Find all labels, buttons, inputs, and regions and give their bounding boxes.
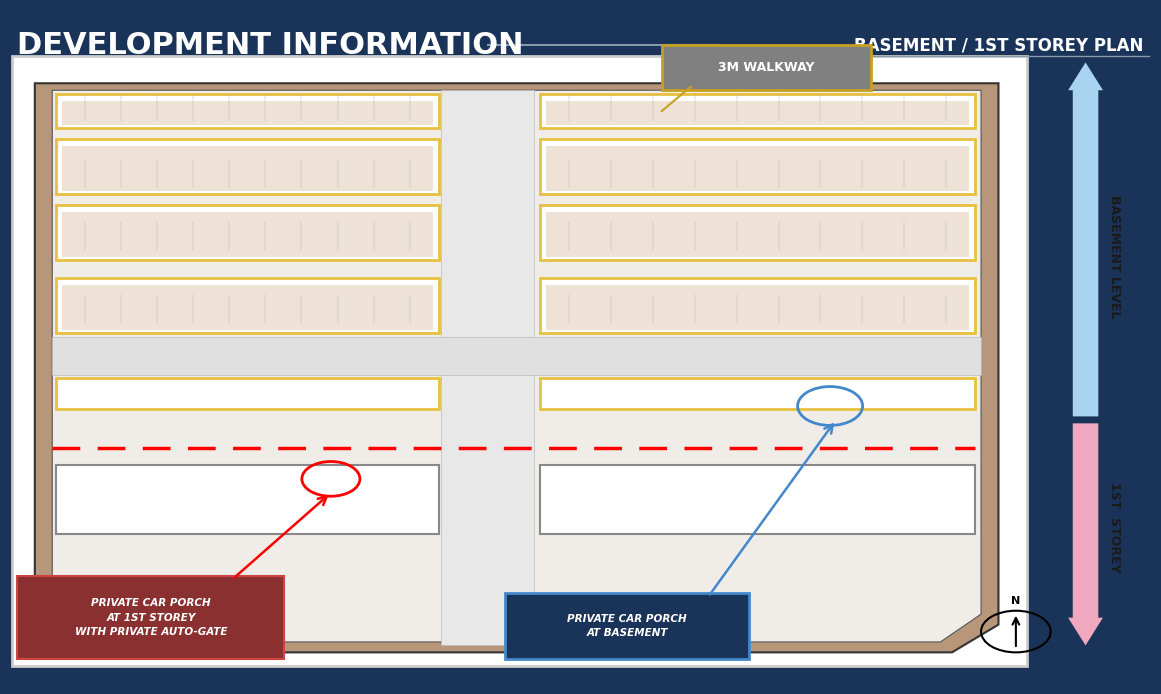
- FancyBboxPatch shape: [540, 378, 975, 409]
- FancyBboxPatch shape: [56, 139, 439, 194]
- FancyBboxPatch shape: [540, 278, 975, 333]
- FancyBboxPatch shape: [56, 378, 439, 409]
- FancyBboxPatch shape: [540, 139, 975, 194]
- Text: N: N: [1011, 596, 1021, 606]
- FancyBboxPatch shape: [56, 94, 439, 128]
- FancyBboxPatch shape: [540, 205, 975, 260]
- FancyBboxPatch shape: [12, 56, 1027, 666]
- FancyBboxPatch shape: [546, 101, 969, 125]
- FancyBboxPatch shape: [662, 45, 871, 90]
- FancyBboxPatch shape: [62, 212, 433, 257]
- FancyBboxPatch shape: [546, 212, 969, 257]
- FancyArrow shape: [1068, 423, 1103, 645]
- FancyArrow shape: [1068, 62, 1103, 416]
- Text: BASEMENT LEVEL: BASEMENT LEVEL: [1108, 195, 1122, 319]
- Text: BASEMENT / 1ST STOREY PLAN: BASEMENT / 1ST STOREY PLAN: [854, 36, 1144, 54]
- Text: PRIVATE CAR PORCH
AT BASEMENT: PRIVATE CAR PORCH AT BASEMENT: [567, 613, 687, 638]
- Text: 1ST  STOREY: 1ST STOREY: [1108, 482, 1122, 573]
- FancyBboxPatch shape: [17, 576, 284, 659]
- FancyBboxPatch shape: [540, 465, 975, 534]
- FancyBboxPatch shape: [62, 285, 433, 330]
- FancyBboxPatch shape: [505, 593, 749, 659]
- FancyBboxPatch shape: [62, 146, 433, 191]
- FancyBboxPatch shape: [56, 205, 439, 260]
- Text: DEVELOPMENT INFORMATION: DEVELOPMENT INFORMATION: [17, 31, 524, 60]
- FancyBboxPatch shape: [546, 285, 969, 330]
- Text: PRIVATE CAR PORCH
AT 1ST STOREY
WITH PRIVATE AUTO-GATE: PRIVATE CAR PORCH AT 1ST STOREY WITH PRI…: [74, 598, 228, 638]
- Polygon shape: [52, 90, 981, 642]
- FancyBboxPatch shape: [546, 146, 969, 191]
- FancyBboxPatch shape: [56, 278, 439, 333]
- Bar: [52, 337, 981, 375]
- Text: 3M WALKWAY: 3M WALKWAY: [717, 61, 815, 74]
- FancyBboxPatch shape: [62, 101, 433, 125]
- FancyBboxPatch shape: [540, 94, 975, 128]
- FancyBboxPatch shape: [56, 465, 439, 534]
- Bar: [441, 90, 534, 645]
- Polygon shape: [35, 83, 998, 652]
